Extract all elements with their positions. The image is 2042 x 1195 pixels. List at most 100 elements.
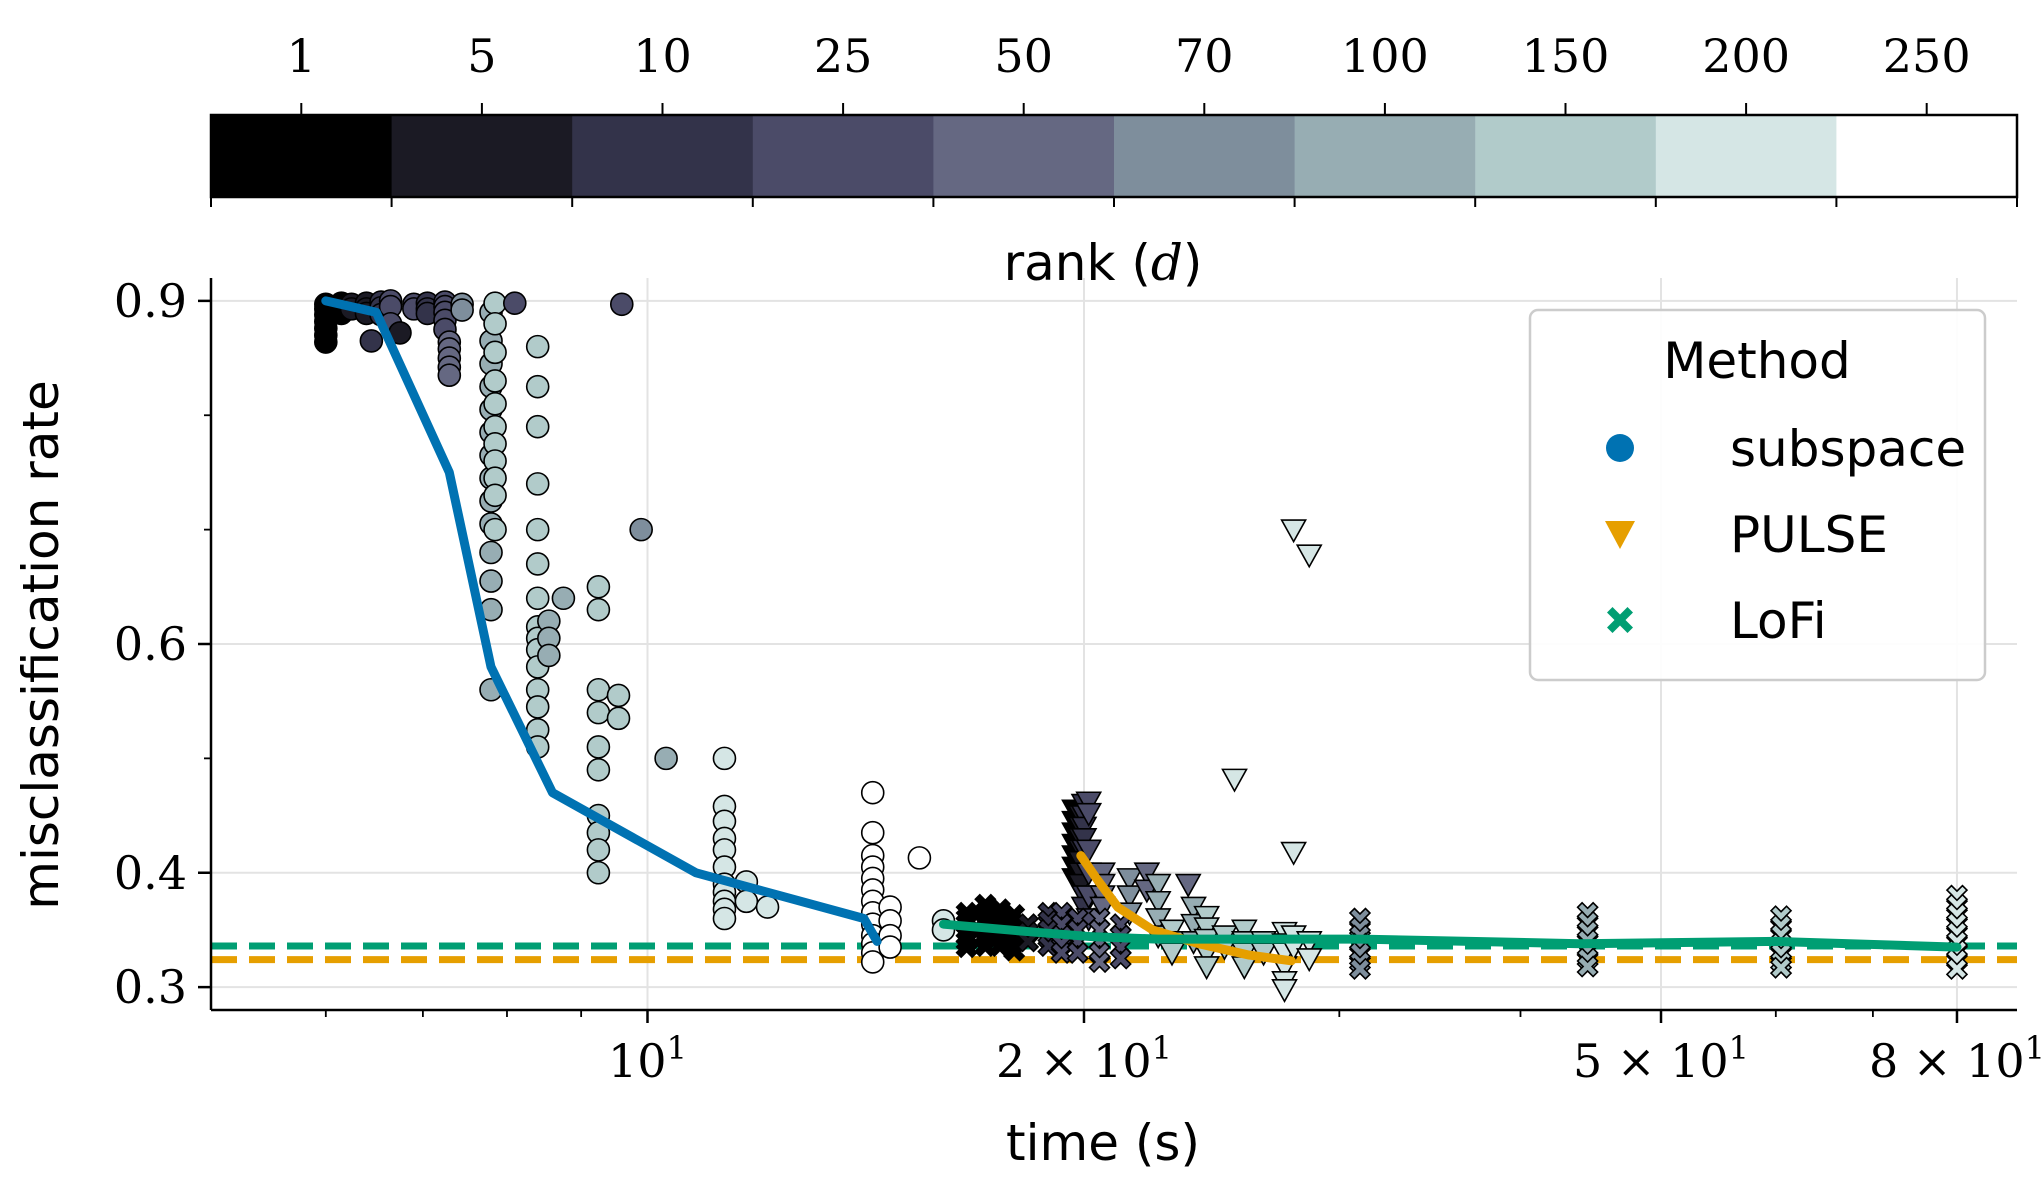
data-point-pulse (1075, 802, 1103, 827)
data-point-subspace (907, 846, 932, 870)
data-point-subspace (525, 552, 550, 576)
data-point-subspace (483, 517, 507, 542)
data-point-pulse (1116, 885, 1143, 910)
data-point-pulse (1144, 890, 1172, 915)
data-point-lofi (1066, 941, 1089, 964)
data-point-subspace (525, 517, 550, 542)
axes: 101 2 × 101 5 × 101 8 × 101 0.3 0.4 0.6 0.9 (114, 274, 2042, 1088)
mean-line-subspace (321, 296, 882, 946)
data-point-subspace (525, 334, 550, 359)
colorbar-tick-label: 50 (994, 29, 1053, 83)
data-point-pulse (1089, 896, 1116, 921)
mean-line-lofi (939, 919, 1962, 952)
colorbar-swatch (1836, 115, 2018, 197)
colorbar-swatch (211, 115, 393, 197)
data-point-subspace (483, 392, 507, 416)
colorbar-swatch (752, 115, 934, 197)
data-point-subspace (606, 706, 631, 731)
data-point-subspace (479, 569, 503, 593)
data-point-subspace (586, 677, 611, 702)
data-point-pulse (1280, 841, 1307, 866)
data-point-subspace (537, 643, 561, 668)
y-tick-label: 0.3 (114, 960, 187, 1014)
data-point-subspace (734, 889, 759, 914)
data-point-subspace (359, 329, 384, 353)
legend-title: Method (1663, 332, 1851, 390)
data-point-subspace (712, 746, 737, 771)
data-point-subspace (479, 540, 503, 565)
colorbar-tick-label: 10 (633, 29, 692, 83)
colorbar-swatch (1475, 115, 1657, 197)
legend-marker-subspace (1606, 434, 1634, 462)
data-point-lofi (1088, 950, 1111, 974)
colorbar-swatch (1655, 115, 1837, 197)
data-point-lofi (955, 935, 978, 959)
legend-label-subspace: subspace (1730, 420, 1966, 478)
x-axis-label: time (s) (1006, 1114, 1200, 1172)
colorbar-tick-label: 200 (1702, 29, 1790, 83)
data-point-subspace (606, 683, 631, 708)
data-point-subspace (860, 950, 885, 974)
data-point-subspace (654, 746, 678, 771)
data-point-lofi (1050, 941, 1073, 964)
data-point-subspace (483, 291, 507, 315)
data-point-subspace (878, 935, 902, 959)
y-axis-label: misclassification rate (12, 380, 70, 910)
data-point-subspace (586, 700, 611, 725)
data-point-lofi (1769, 956, 1793, 979)
x-tick-label: 101 (608, 1029, 687, 1088)
data-point-pulse (1280, 519, 1307, 544)
data-point-subspace (314, 330, 338, 354)
mean-lines (321, 296, 1962, 966)
data-point-lofi (1576, 955, 1599, 978)
data-point-subspace (483, 369, 507, 393)
data-point-subspace (629, 517, 653, 542)
colorbar-tick-label: 150 (1522, 29, 1610, 83)
data-point-pulse (1295, 948, 1323, 973)
legend: Method subspace PULSE LoFi (1528, 308, 1987, 682)
data-point-subspace (437, 363, 462, 388)
colorbar-tick-label: 1 (287, 29, 316, 83)
data-point-subspace (483, 483, 507, 508)
data-point-pulse (1193, 956, 1220, 981)
data-point-subspace (586, 597, 611, 622)
x-tick-label: 5 × 101 (1573, 1029, 1749, 1088)
data-point-subspace (609, 292, 634, 317)
y-tick-label: 0.9 (114, 274, 187, 328)
legend-label-pulse: PULSE (1730, 506, 1888, 564)
data-point-lofi (1945, 957, 1969, 980)
colorbar-tick-label: 100 (1341, 29, 1429, 83)
colorbar-swatch (933, 115, 1115, 197)
data-point-subspace (712, 906, 737, 931)
colorbar-swatch (391, 115, 573, 197)
data-point-subspace (860, 820, 885, 845)
colorbar-label: rank (d) (1004, 234, 1203, 292)
x-tick-label: 2 × 101 (996, 1029, 1172, 1088)
legend-marker-pulse (1605, 521, 1635, 549)
data-point-subspace (483, 311, 507, 336)
data-point-subspace (525, 472, 550, 496)
plot-area: 101 2 × 101 5 × 101 8 × 101 0.3 0.4 0.6 0.9 (114, 274, 2042, 1088)
data-point-lofi (1109, 947, 1132, 970)
colorbar-swatch (572, 115, 754, 197)
data-point-subspace (586, 860, 611, 885)
data-point-lofi (1348, 957, 1372, 980)
data-point-pulse (1174, 873, 1202, 898)
data-point-subspace (551, 586, 576, 611)
mean-line-pulse (1076, 851, 1296, 966)
data-point-subspace (586, 838, 611, 862)
data-point-subspace (755, 895, 780, 919)
y-tick-label: 0.4 (114, 846, 187, 900)
legend-label-lofi: LoFi (1730, 592, 1827, 650)
data-point-pulse (1075, 839, 1103, 864)
scatter-points (314, 289, 1969, 1004)
data-point-pulse (1230, 956, 1258, 981)
data-point-pulse (1221, 768, 1248, 793)
x-tick-label: 8 × 101 (1869, 1029, 2042, 1088)
data-point-pulse (1271, 979, 1298, 1004)
colorbar-swatch (1294, 115, 1476, 197)
colorbar-tick-label: 25 (814, 29, 873, 83)
data-point-subspace (502, 291, 527, 315)
data-point-subspace (525, 374, 550, 399)
